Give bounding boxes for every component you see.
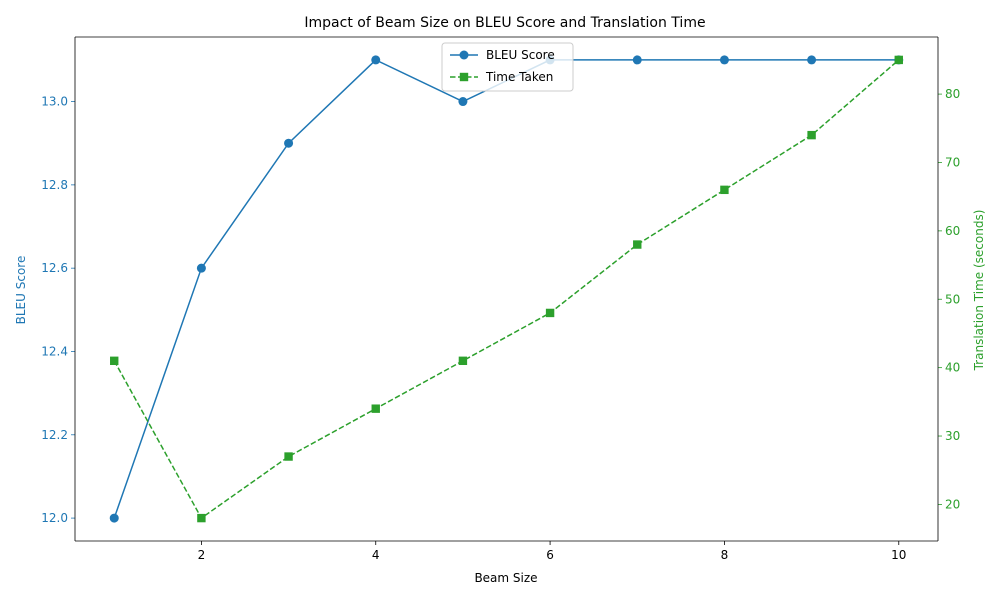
bleu-point	[458, 97, 468, 107]
y-right-tick-label: 20	[945, 497, 960, 511]
x-axis-label: Beam Size	[474, 571, 537, 585]
legend-label: Time Taken	[485, 70, 553, 84]
series-line-bleu	[113, 59, 899, 519]
y-right-tick-label: 60	[945, 224, 960, 238]
y-left-tick-label: 12.4	[41, 344, 68, 358]
x-tick-label: 2	[198, 548, 206, 562]
time-point	[894, 55, 903, 65]
series-line-time	[113, 59, 900, 520]
legend-marker	[459, 50, 469, 60]
y-left-tick-label: 13.0	[41, 95, 68, 109]
y-axis-right-label: Translation Time (seconds)	[972, 210, 986, 372]
time-point	[633, 240, 642, 249]
y-left-tick-label: 12.2	[41, 428, 68, 442]
time-point	[197, 513, 206, 523]
y-right-tick-label: 30	[945, 429, 960, 443]
bleu-point	[109, 513, 119, 523]
y-right-tick-label: 50	[945, 292, 960, 306]
y-left-tick-label: 12.0	[41, 511, 68, 525]
plot-area: 2 4 6 8 10 12.0 12.2 12.4 12.6 12.8 13.0 20 30 40 50 60…	[41, 36, 960, 562]
time-point	[545, 308, 555, 318]
bleu-point	[632, 55, 642, 65]
time-point	[284, 452, 293, 461]
y-left-tick-label: 12.8	[41, 178, 68, 192]
y-right-tick-label: 80	[945, 87, 960, 101]
legend-marker	[459, 72, 469, 82]
x-tick-label: 6	[546, 548, 554, 562]
x-tick-label: 10	[891, 548, 906, 562]
bleu-point	[371, 55, 381, 65]
y-axis-left-label: BLEU Score	[14, 256, 28, 325]
bleu-point	[807, 55, 817, 65]
legend-label: BLEU Score	[486, 48, 555, 62]
time-point	[807, 130, 816, 140]
bleu-point	[196, 263, 206, 273]
bleu-point	[284, 138, 294, 148]
bleu-point	[719, 55, 729, 65]
time-point	[458, 356, 468, 366]
time-point	[720, 185, 729, 195]
x-tick-label: 4	[372, 548, 380, 562]
time-point	[371, 404, 380, 413]
x-tick-label: 8	[721, 548, 729, 562]
y-left-tick-label: 12.6	[41, 261, 68, 275]
time-point	[110, 356, 119, 366]
y-right-tick-label: 40	[945, 361, 960, 375]
y-right-tick-label: 70	[945, 155, 960, 169]
chart-title: Impact of Beam Size on BLEU Score and Tr…	[304, 15, 705, 31]
